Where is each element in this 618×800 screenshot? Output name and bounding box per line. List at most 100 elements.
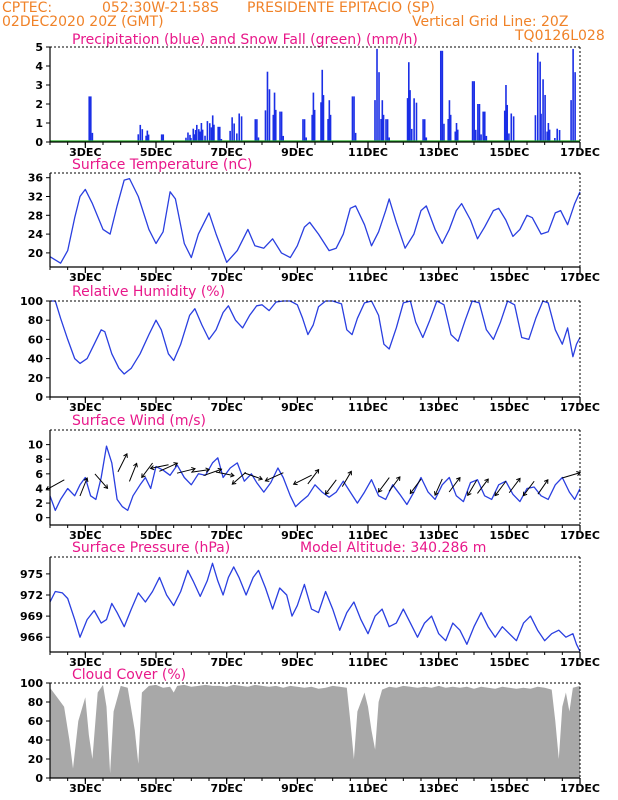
precip-bar [382,114,385,142]
precip-bar [574,72,576,142]
temp-x-tick-label: 17DEC [560,271,600,284]
precip-bar [200,123,203,142]
precip-bar [208,123,211,142]
temp-x-tick-label: 3DEC [69,271,101,284]
wind-y-tick-label: 0 [35,512,43,525]
wind-vector-shaft [434,478,443,496]
temp-title: Surface Temperature (nC) [72,157,253,173]
pres-x-tick-label: 5DEC [140,656,172,669]
precip-x-tick-label: 5DEC [140,146,172,159]
cloud-title: Cloud Cover (%) [72,667,186,683]
precip-y-tick-label: 4 [35,60,43,73]
precip-bar [233,123,235,142]
cloud-x-tick-label: 5DEC [140,782,172,795]
precip-bar [558,130,561,142]
precip-bar [185,137,187,142]
precip-bar [139,124,142,142]
rh-series-line [50,300,581,375]
wind-x-tick-label: 7DEC [210,529,242,542]
precip-bar [257,137,260,142]
header-model-id: TQ0126L028 [515,28,605,44]
wind-vectors [45,453,582,497]
wind-vector-head [409,489,415,495]
precip-bar [544,94,546,142]
precip-bar [376,48,378,142]
precip-bar [542,79,544,142]
wind-vector-shaft [409,478,422,494]
precip-bar [274,109,277,142]
precip-bar [272,114,275,142]
precip-bar [378,72,380,142]
wind-y-tick-label: 2 [35,497,43,510]
wind-vector-shaft [128,463,138,482]
wind-vector-shaft [215,471,234,477]
header-station-name: PRESIDENTE EPITACIO (SP) [247,0,435,16]
rh-y-tick-label: 0 [35,391,43,404]
header-coordinates: 052:30W-21:58S [102,0,219,16]
precip-bar [540,113,542,142]
precip-title: Precipitation (blue) and Snow Fall (gree… [72,32,418,48]
precip-bar [190,138,192,142]
wind-vector-shaft [79,477,88,497]
precip-bar [236,133,238,142]
wind-vector-shaft [378,477,390,493]
precip-bar [231,117,233,142]
cloud-y-tick-label: 80 [28,696,44,709]
wind-vector-head [217,467,223,473]
wind-vector-shaft [94,473,108,489]
precip-bar [455,123,458,142]
wind-vector-shaft [388,476,401,492]
wind-y-tick-label: 10 [28,439,44,452]
precip-bar [280,111,283,142]
precip-bar [471,81,474,142]
precip-bar [88,96,91,142]
wind-vector-head [484,478,489,484]
precip-bar [441,50,444,142]
rh-title: Relative Humidity (%) [72,284,225,300]
precip-bar [388,137,390,142]
precip-y-tick-label: 0 [35,136,43,149]
cloud-x-tick-label: 7DEC [210,782,242,795]
cloud-y-tick-label: 60 [28,715,44,728]
precip-bar [229,130,231,142]
precip-bar [386,119,389,142]
precip-bar [312,92,315,142]
precip-bar [264,110,267,142]
wind-vector-shaft [477,478,489,494]
precip-bar [425,137,428,142]
temp-y-tick-label: 32 [28,191,43,204]
wind-vector-head [395,476,401,481]
rh-x-tick-label: 15DEC [489,401,529,414]
cloud-x-tick-label: 11DEC [348,782,388,795]
wind-vector-head [433,491,439,496]
precip-bar [554,138,556,142]
pres-x-tick-label: 11DEC [348,656,388,669]
wind-vector-head [314,468,320,474]
precip-bar [483,111,486,142]
wind-vector-shaft [159,462,178,472]
wind-vector-shaft [448,477,461,493]
precip-bar [217,126,219,142]
pres-y-tick-label: 969 [20,610,43,623]
precip-bar [536,52,539,143]
precip-bar [447,119,450,142]
pres-x-tick-label: 17DEC [560,656,600,669]
precip-bar [305,137,307,142]
wind-vector-head [258,475,264,481]
wind-vector-shaft [562,472,581,479]
precip-bar [508,133,510,142]
precip-bar [448,100,451,142]
precip-bar [456,129,459,142]
precip-x-tick-label: 17DEC [560,146,600,159]
wind-vector-shaft [117,453,128,473]
wind-x-tick-label: 5DEC [140,529,172,542]
precip-bar [546,131,548,142]
wind-vector-head [494,491,500,497]
pres-annotation: Model Altitude: 340.286 m [300,540,486,556]
temp-y-tick-label: 36 [28,172,44,185]
precip-bar [145,135,147,142]
cloud-y-tick-label: 0 [35,772,43,785]
precip-bar [302,119,304,142]
precip-bar [380,119,382,142]
pres-x-tick-label: 3DEC [69,656,101,669]
